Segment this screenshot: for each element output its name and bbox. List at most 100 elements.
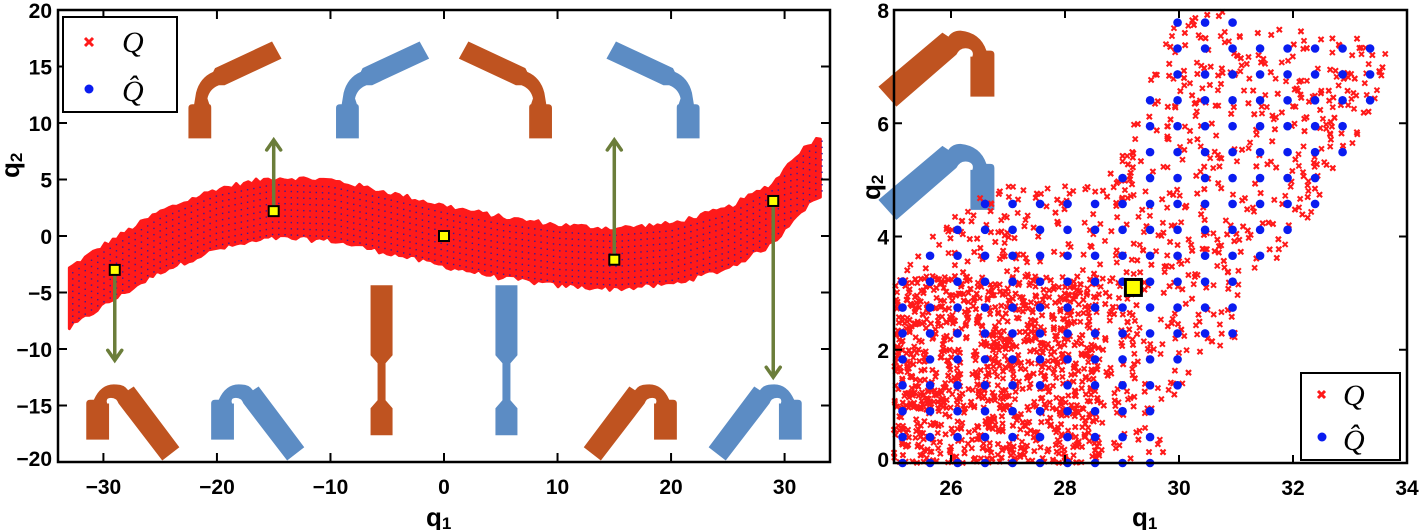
q-point xyxy=(1348,52,1356,59)
qhat-point xyxy=(715,267,717,269)
qhat-point xyxy=(340,225,342,228)
qhat-point xyxy=(140,241,143,243)
qhat-point xyxy=(140,272,143,274)
qhat-point xyxy=(334,199,336,201)
q-point xyxy=(1350,105,1358,113)
qhat-point xyxy=(646,232,648,234)
qhat-point xyxy=(246,213,249,216)
qhat-point xyxy=(527,264,530,267)
qhat-point xyxy=(97,274,99,276)
qhat-point xyxy=(727,263,730,266)
qhat-point xyxy=(534,259,536,261)
qhat-point xyxy=(315,216,317,219)
q-point-stroke xyxy=(1261,60,1269,68)
q-point xyxy=(968,445,976,452)
qhat-point xyxy=(690,249,692,251)
qhat-point xyxy=(477,256,480,258)
q-point xyxy=(970,212,977,219)
qhat-point xyxy=(159,242,161,245)
q-point-stroke xyxy=(1214,262,1221,270)
qhat-point xyxy=(702,227,705,229)
qhat-point xyxy=(602,277,605,279)
qhat-point xyxy=(715,255,717,257)
q-point-stroke xyxy=(1047,351,1055,358)
qhat-point xyxy=(178,253,180,256)
qhat-point xyxy=(509,224,511,227)
q-point xyxy=(1246,139,1254,146)
qhat-lattice xyxy=(72,140,823,324)
q-point-stroke xyxy=(935,241,943,249)
qhat-point xyxy=(146,250,149,252)
qhat-point xyxy=(752,219,755,221)
qhat-point xyxy=(228,217,230,220)
qhat-point xyxy=(140,253,143,256)
qhat-point xyxy=(627,252,630,254)
q-point xyxy=(1042,404,1050,412)
qhat-point xyxy=(278,233,280,236)
qhat-point xyxy=(253,187,255,190)
qhat-point xyxy=(446,212,449,215)
qhat-point xyxy=(815,195,817,197)
q-point-stroke xyxy=(1015,315,1023,322)
qhat-point xyxy=(221,206,224,208)
qhat-point xyxy=(815,170,817,172)
q-point-stroke xyxy=(1081,219,1088,226)
qhat-point xyxy=(758,234,761,236)
q-point xyxy=(1246,75,1253,82)
qhat-point xyxy=(615,265,617,268)
qhat-point xyxy=(122,240,124,242)
qhat-point xyxy=(652,275,655,277)
q-point-stroke xyxy=(1044,185,1051,192)
qhat-point xyxy=(577,282,580,284)
q-point xyxy=(1234,291,1241,299)
qhat-point xyxy=(683,226,686,228)
qhat-point xyxy=(634,239,636,241)
qhat-point xyxy=(390,224,392,226)
qhat-point xyxy=(602,252,605,255)
qhat-point xyxy=(515,250,517,252)
q-point xyxy=(1184,257,1191,264)
qhat-point xyxy=(821,177,823,180)
qhat-point xyxy=(471,255,474,257)
qhat-point xyxy=(184,207,186,210)
qhat-point xyxy=(715,236,717,238)
qhat-point xyxy=(559,237,561,240)
q-point xyxy=(951,348,958,355)
qhat-point xyxy=(178,216,180,218)
qhat-point xyxy=(521,226,524,228)
qhat-point xyxy=(203,250,205,252)
qhat-point xyxy=(321,192,324,194)
qhat-point xyxy=(240,221,243,223)
q-point-stroke xyxy=(1307,208,1315,216)
qhat-point xyxy=(334,236,336,239)
q-point xyxy=(1222,217,1230,224)
qhat-point xyxy=(596,252,598,254)
qhat-point xyxy=(146,243,149,246)
q-point-stroke xyxy=(1176,192,1183,199)
qhat-point xyxy=(527,227,530,229)
qhat-point xyxy=(371,195,374,197)
qhat-point xyxy=(215,226,218,228)
qhat-point xyxy=(696,272,698,275)
q-point xyxy=(1157,350,1164,358)
q-point-stroke xyxy=(992,352,999,359)
qhat-point xyxy=(259,199,261,201)
q-point xyxy=(1123,388,1131,395)
qhat-point xyxy=(184,220,186,222)
q-point-stroke xyxy=(1272,75,1279,82)
qhat-point xyxy=(103,269,105,272)
qhat-point xyxy=(459,227,461,230)
q-point xyxy=(1314,65,1322,72)
q-point xyxy=(1235,267,1242,274)
qhat-point xyxy=(365,231,367,233)
qhat-point xyxy=(209,210,211,212)
q-point-stroke xyxy=(1123,221,1130,228)
qhat-point xyxy=(659,274,661,277)
qhat-point xyxy=(584,245,586,247)
y-tick-label: 10 xyxy=(29,113,52,136)
qhat-point xyxy=(752,212,755,215)
qhat-point xyxy=(328,204,330,207)
qhat-point xyxy=(109,278,111,281)
qhat-point xyxy=(128,286,130,288)
q-point xyxy=(1005,234,1012,241)
